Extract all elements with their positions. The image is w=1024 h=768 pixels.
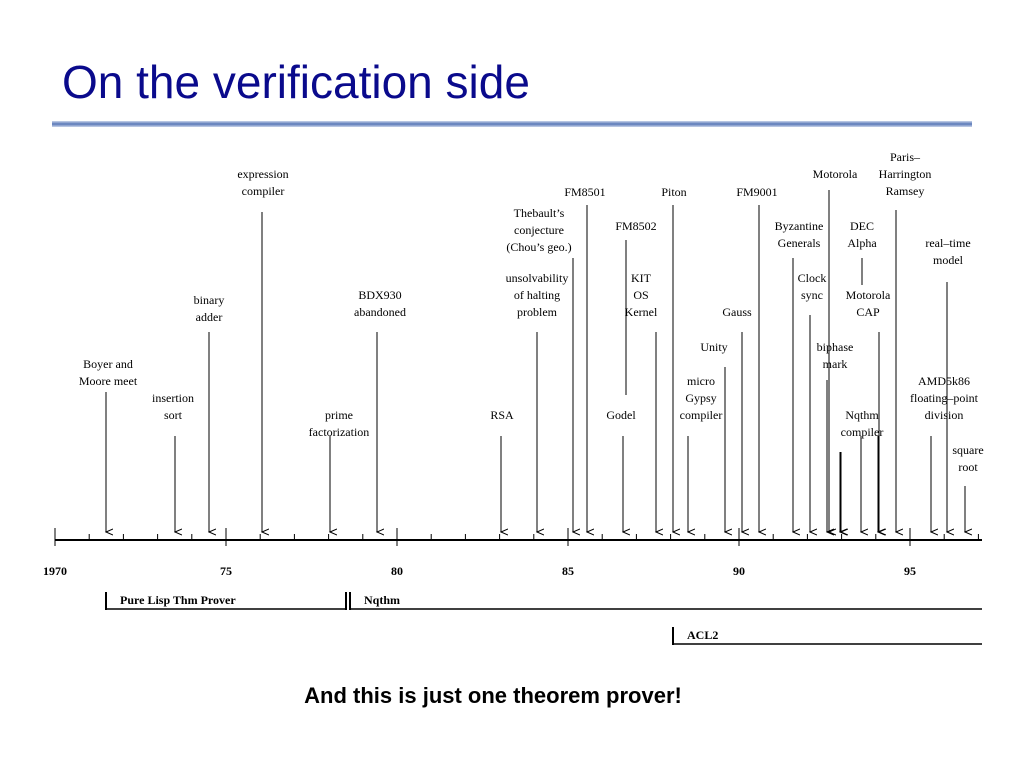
event-label: Clock	[798, 271, 827, 285]
event-label: abandoned	[354, 305, 406, 319]
event-label: root	[958, 460, 978, 474]
event-label: compiler	[680, 408, 723, 422]
event-label: CAP	[856, 305, 880, 319]
event-label: mark	[823, 357, 848, 371]
event-label: adder	[196, 310, 223, 324]
event-label: Generals	[778, 236, 821, 250]
title-rule	[52, 121, 972, 127]
event-label: Gypsy	[685, 391, 716, 405]
event-label: Unity	[700, 340, 727, 354]
event-label: Piton	[661, 185, 686, 199]
event-label: real–time	[925, 236, 970, 250]
event-label: compiler	[841, 425, 884, 439]
event-label: Moore meet	[79, 374, 138, 388]
event-label: Alpha	[847, 236, 877, 250]
event-label: model	[933, 253, 964, 267]
event-label: Boyer and	[83, 357, 133, 371]
event-label: biphase	[817, 340, 854, 354]
event-label: floating–point	[910, 391, 979, 405]
event-label: BDX930	[358, 288, 401, 302]
event-label: KIT	[631, 271, 652, 285]
event-label: FM8502	[615, 219, 656, 233]
event-label: Motorola	[846, 288, 891, 302]
event-label: of halting	[514, 288, 560, 302]
event-label: FM8501	[564, 185, 605, 199]
event-label: OS	[633, 288, 648, 302]
event-label: Thebault’s	[514, 206, 565, 220]
prover-name: ACL2	[687, 628, 718, 642]
event-label: RSA	[490, 408, 514, 422]
event-label: unsolvability	[506, 271, 569, 285]
event-label: Motorola	[813, 167, 858, 181]
event-label: Harrington	[879, 167, 932, 181]
event-label: sort	[164, 408, 183, 422]
event-label: compiler	[242, 184, 285, 198]
prover-name: Nqthm	[364, 593, 400, 607]
event-label: division	[925, 408, 964, 422]
event-label: Gauss	[722, 305, 752, 319]
event-label: AMD5k86	[918, 374, 970, 388]
event-label: micro	[687, 374, 715, 388]
event-label: insertion	[152, 391, 194, 405]
tick-label: 1970	[43, 564, 67, 578]
event-label: factorization	[309, 425, 370, 439]
event-label: Byzantine	[775, 219, 824, 233]
event-label: Paris–	[890, 150, 921, 164]
title: On the verification side	[62, 56, 530, 108]
event-label: problem	[517, 305, 558, 319]
tick-label: 75	[220, 564, 232, 578]
event-label: Kernel	[625, 305, 658, 319]
event-label: square	[952, 443, 983, 457]
event-label: Nqthm	[845, 408, 879, 422]
event-label: sync	[801, 288, 823, 302]
tick-label: 85	[562, 564, 574, 578]
tick-label: 90	[733, 564, 745, 578]
event-label: FM9001	[736, 185, 777, 199]
prover-name: Pure Lisp Thm Prover	[120, 593, 236, 607]
event-label: Ramsey	[886, 184, 925, 198]
event-label: conjecture	[514, 223, 564, 237]
tick-label: 80	[391, 564, 403, 578]
event-label: expression	[237, 167, 288, 181]
event-label: prime	[325, 408, 353, 422]
event-label: binary	[194, 293, 225, 307]
footer: And this is just one theorem prover!	[304, 683, 682, 708]
tick-label: 95	[904, 564, 916, 578]
event-label: Godel	[606, 408, 636, 422]
event-label: (Chou’s geo.)	[506, 240, 571, 254]
event-label: DEC	[850, 219, 874, 233]
